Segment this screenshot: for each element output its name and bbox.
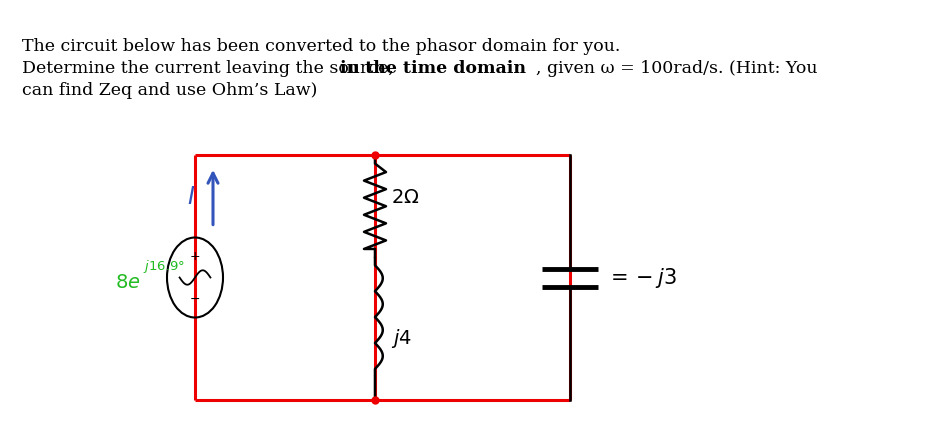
Text: $= -j3$: $= -j3$ <box>606 265 677 290</box>
Text: $j4$: $j4$ <box>391 327 412 350</box>
Text: The circuit below has been converted to the phasor domain for you.: The circuit below has been converted to … <box>22 38 620 55</box>
Text: $2\Omega$: $2\Omega$ <box>391 189 420 207</box>
Text: Determine the current leaving the source,: Determine the current leaving the source… <box>22 60 399 77</box>
Text: $j16.9°$: $j16.9°$ <box>143 258 185 275</box>
Text: in the time domain: in the time domain <box>340 60 526 77</box>
Text: −: − <box>190 293 200 306</box>
Text: $8e$: $8e$ <box>115 273 140 292</box>
Text: can find Zeq and use Ohm’s Law): can find Zeq and use Ohm’s Law) <box>22 82 318 99</box>
Text: , given ω = 100rad/s. (Hint: You: , given ω = 100rad/s. (Hint: You <box>536 60 817 77</box>
Text: $I$: $I$ <box>187 186 195 209</box>
Text: +: + <box>190 250 200 263</box>
